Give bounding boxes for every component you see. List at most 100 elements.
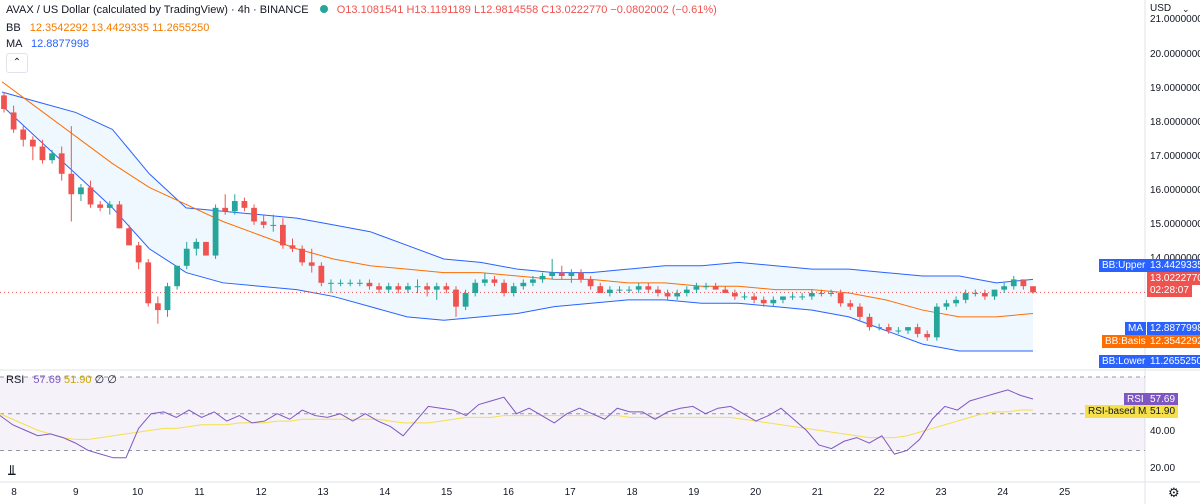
candle-body [356, 282, 363, 284]
candle-body [866, 316, 873, 328]
candle-body [280, 224, 286, 246]
candle-body [962, 293, 969, 300]
live-dot-icon [319, 5, 328, 13]
ma-legend[interactable]: MA 12.8877998 [6, 38, 89, 50]
ma-value-tag: 12.8877998 [1147, 322, 1200, 335]
ohlc-values: O13.1081541 H13.1191189 L12.9814558 C13.… [336, 4, 717, 16]
candle-body [1001, 286, 1008, 290]
tradingview-logo-icon[interactable]: ⫫ [8, 462, 16, 478]
candle-body [433, 286, 440, 290]
candle-body [847, 303, 854, 307]
candle-body [39, 146, 46, 161]
rsi-legend-value: 57.69 [33, 374, 61, 386]
candle-body [520, 282, 527, 287]
ma-legend-value: 12.8877998 [30, 38, 90, 50]
rsi-value-tag: 57.69 [1147, 393, 1179, 406]
price-tick-label: 19.0000000 [1150, 82, 1200, 94]
candle-body [799, 296, 806, 298]
price-tick-label: 21.0000000 [1150, 14, 1200, 26]
price-tick-label: 20.0000000 [1150, 48, 1200, 60]
candle-body [203, 241, 209, 256]
rsi-legend[interactable]: RSI 57.69 51.90 ∅ ∅ [6, 373, 117, 386]
settings-gear-icon[interactable]: ⚙ [1168, 485, 1180, 500]
candle-body [933, 306, 940, 338]
candle-body [818, 293, 825, 295]
candle-body [20, 129, 27, 140]
candle-body [145, 262, 152, 304]
bb-upper-line [1, 91, 1034, 284]
currency-label[interactable]: USD [1150, 3, 1172, 14]
candle-body [645, 286, 652, 290]
candle-body [366, 282, 373, 287]
rsi-pane [0, 376, 1145, 459]
chart-title-row: AVAX / US Dollar (calculated by TradingV… [6, 4, 717, 16]
candle-body [722, 289, 729, 294]
candle-body [539, 276, 546, 280]
candle-body [895, 330, 902, 332]
time-tick-label: 23 [935, 487, 947, 498]
collapse-legend-chevron-icon[interactable]: ⌃ [6, 53, 28, 73]
time-tick-label: 12 [255, 487, 267, 498]
candle-body [857, 306, 863, 317]
price-tick-label: 16.0000000 [1150, 184, 1200, 196]
candle-body [674, 293, 681, 297]
candle-body [780, 296, 786, 300]
candle-body [308, 262, 315, 266]
candle-body [606, 289, 613, 294]
candle-body [328, 282, 334, 284]
candle-body [126, 228, 132, 246]
rsi-legend-name: RSI [6, 374, 25, 386]
bb-lower-tag: BB:Lower [1099, 355, 1149, 368]
candle-body [693, 286, 700, 290]
candle-body [164, 286, 171, 311]
rsi-tick-label: 40.00 [1150, 426, 1176, 438]
candle-body [626, 289, 632, 291]
candle-body [385, 286, 392, 290]
candle-body [453, 289, 459, 307]
candle-body [414, 286, 421, 288]
rsi-ma-value-tag: 51.90 [1147, 405, 1179, 418]
bb-legend-name: BB [6, 22, 21, 34]
currency-chevron-icon[interactable]: ⌄ [1182, 4, 1190, 14]
time-tick-label: 15 [441, 487, 453, 498]
bb-basis-tag: BB:Basis [1102, 335, 1149, 348]
candle-body [97, 204, 104, 208]
price-tick-label: 14.0000000 [1150, 253, 1200, 264]
bb-legend[interactable]: BB 12.3542292 13.4429335 11.2655250 [6, 22, 209, 34]
candle-body [558, 272, 565, 276]
candle-body [914, 327, 921, 334]
time-tick-label: 11 [194, 487, 205, 498]
rsi-legend-extra: ∅ ∅ [94, 374, 117, 386]
candle-body [481, 279, 488, 283]
ma-tag: MA [1125, 322, 1146, 335]
candle-body [270, 224, 277, 226]
time-tick-label: 25 [1059, 487, 1071, 498]
symbol-title[interactable]: AVAX / US Dollar (calculated by TradingV… [6, 4, 309, 16]
candle-body [587, 279, 594, 287]
candle-body [58, 153, 65, 174]
candle-body [741, 296, 748, 298]
time-tick-label: 21 [811, 487, 823, 498]
rsi-line [0, 389, 1034, 459]
candle-body [876, 327, 883, 329]
time-tick-label: 24 [997, 487, 1009, 498]
bollinger-bands [0, 81, 1145, 352]
candle-body [837, 293, 844, 304]
candle-body [491, 279, 498, 283]
candle-body [578, 272, 584, 280]
time-tick-label: 22 [873, 487, 885, 498]
candle-body [655, 289, 661, 294]
rsi-tick-label: 20.00 [1150, 462, 1176, 474]
candle-body [241, 201, 248, 208]
bb-legend-values: 12.3542292 13.4429335 11.2655250 [29, 22, 210, 34]
candle-body [597, 286, 604, 294]
candle-body [78, 187, 84, 195]
candle-body [289, 245, 296, 249]
candle-body [924, 333, 931, 338]
candle-body [462, 293, 469, 307]
candle-body [10, 112, 17, 130]
candle-body [106, 204, 113, 208]
candle-body [991, 289, 998, 297]
candle-body [260, 221, 267, 225]
